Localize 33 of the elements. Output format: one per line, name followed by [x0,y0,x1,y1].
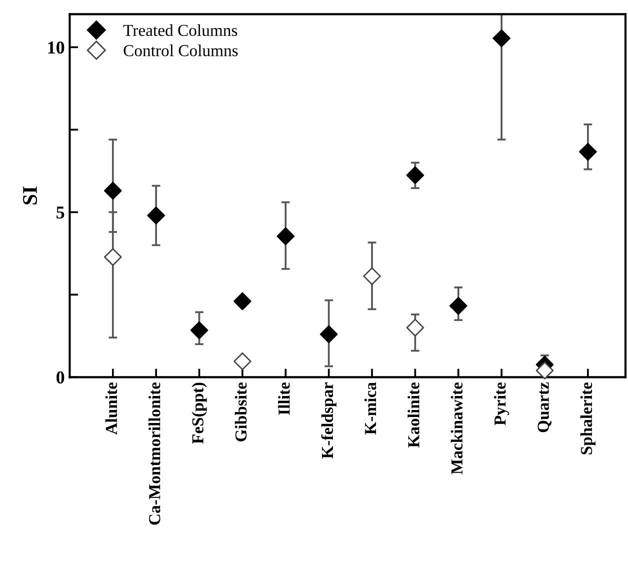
point [492,29,510,48]
x-tick-label: Mackinawite [450,382,463,474]
x-tick-label: FeS(ppt) [192,382,207,444]
point [190,321,208,340]
point [147,206,165,224]
point [449,296,468,315]
point [406,318,424,337]
x-tick-label: Kaolinite [408,382,420,448]
point [406,166,424,184]
x-tick-label: K-mica [364,382,376,434]
point [536,362,554,380]
legend-label: Control Columns [124,44,238,56]
point [234,292,252,310]
x-tick-label: Illite [278,382,290,415]
y-tick-label: 10 [48,41,64,54]
point [104,248,122,266]
x-tick-label: Sphalerite [580,382,596,454]
x-tick-label: Pyrite [494,382,510,426]
point [104,182,122,200]
legend-label: Treated Columns [123,24,238,36]
point [234,352,252,370]
point [276,227,295,246]
y-tick-label: 0 [56,371,64,384]
x-tick-label: Gibbsite [234,382,247,442]
x-tick-label: K-feldspar [321,382,336,459]
y-tick-label: 5 [56,206,64,219]
point [363,267,381,286]
x-tick-label: Quartz [538,382,552,432]
point [579,142,597,161]
y-axis-title: SI [23,186,38,204]
point [320,325,338,344]
x-tick-label: Alunite [105,382,118,435]
x-tick-label: Ca-Montmorillonite [148,382,160,525]
